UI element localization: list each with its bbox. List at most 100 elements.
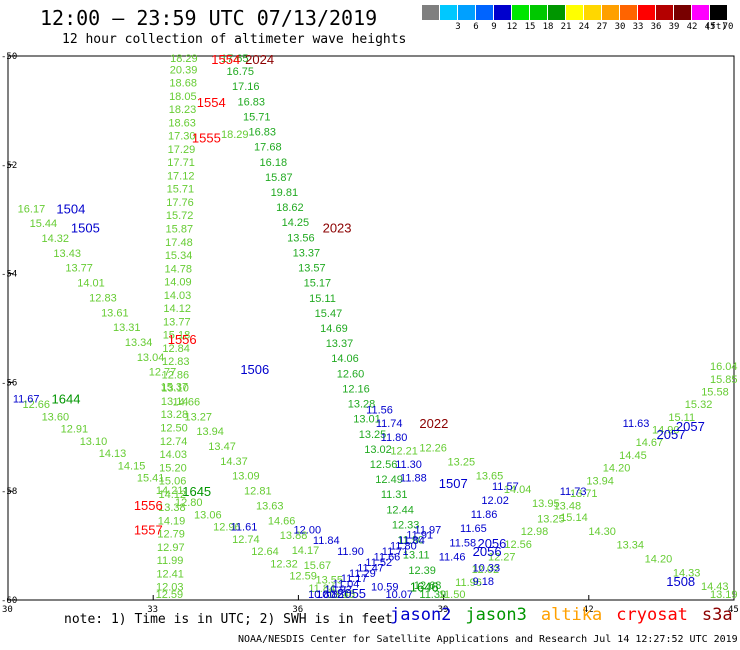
swh-value: 12.59 <box>289 571 317 583</box>
pass-time-label: 1505 <box>71 220 100 235</box>
swh-value: 10.07 <box>386 589 414 601</box>
legend-swatch <box>548 5 566 20</box>
swh-value: 17.29 <box>168 144 196 156</box>
swh-value: 13.65 <box>476 470 504 482</box>
swh-value: 15.58 <box>701 386 729 398</box>
swh-value: 15.44 <box>30 218 58 230</box>
swh-value: 16.17 <box>18 203 46 215</box>
swh-value: 16.18 <box>260 157 288 169</box>
legend-label: 30 <box>614 22 626 32</box>
swh-value: 14.33 <box>673 567 701 579</box>
swh-value: 14.19 <box>158 515 186 527</box>
swh-value: 12.02 <box>472 564 500 576</box>
swh-value: 17.48 <box>165 237 193 249</box>
swh-value: 11.65 <box>460 523 487 535</box>
legend-swatch <box>656 5 674 20</box>
swh-value: 13.25 <box>537 513 565 525</box>
swh-value: 11.66 <box>374 551 401 563</box>
swh-value: 13.25 <box>359 429 387 441</box>
swh-value: 18.05 <box>169 91 197 103</box>
swh-value: 13.14 <box>161 396 189 408</box>
legend-swatch <box>638 5 656 20</box>
legend-swatch <box>530 5 548 20</box>
swh-value: 15.11 <box>668 412 695 424</box>
legend-label: 18 <box>542 22 554 32</box>
swh-value: 12.68 <box>414 580 442 592</box>
swh-value: 16.75 <box>226 66 254 78</box>
legend-label: 21 <box>560 22 572 32</box>
swh-value: 12.16 <box>342 383 370 395</box>
satellite-name: cryosat <box>616 605 688 625</box>
swh-value: 11.50 <box>439 589 466 601</box>
pass-time-label: 1506 <box>240 362 269 377</box>
swh-value: 11.74 <box>376 418 403 430</box>
swh-value: 14.20 <box>603 463 631 475</box>
chart-subtitle: 12 hour collection of altimeter wave hei… <box>62 32 407 47</box>
swh-value: 11.90 <box>397 535 424 547</box>
swh-value: 12.03 <box>156 582 184 594</box>
x-tick-label: 33 <box>147 605 158 615</box>
swh-value: 17.12 <box>167 170 195 182</box>
swh-value: 15.41 <box>137 473 165 485</box>
swh-value: 17.65 <box>221 53 249 65</box>
swh-value: 12.21 <box>390 445 418 457</box>
swh-value: 13.37 <box>293 247 321 259</box>
swh-value: 11.56 <box>366 405 393 417</box>
swh-value: 12.66 <box>23 399 51 411</box>
swh-value: 14.20 <box>645 553 673 565</box>
swh-value: 9.18 <box>473 576 494 588</box>
swh-value: 15.11 <box>309 293 336 305</box>
legend-label: 36 <box>650 22 662 32</box>
swh-value: 18.62 <box>276 202 304 214</box>
swh-value: 14.01 <box>77 278 105 290</box>
swh-value: 14.04 <box>504 484 532 496</box>
satellite-name: jason2 <box>390 605 452 625</box>
swh-value: 12.77 <box>149 367 177 379</box>
swh-value: 12.26 <box>419 443 447 455</box>
swh-value: 11.90 <box>337 546 364 558</box>
swh-value: 13.77 <box>163 316 191 328</box>
swh-value: 15.32 <box>685 399 713 411</box>
satellite-name: s3a <box>701 605 733 625</box>
legend-label: 9 <box>491 22 497 32</box>
swh-value: 15.18 <box>163 330 191 342</box>
swh-value: 16.83 <box>249 127 277 139</box>
swh-value: 12.60 <box>337 368 365 380</box>
swh-value: 13.61 <box>101 307 129 319</box>
swh-value: 11.84 <box>313 535 340 547</box>
swh-value: 12.81 <box>244 486 272 498</box>
swh-value: 13.60 <box>42 411 70 423</box>
swh-value: 14.66 <box>173 396 201 408</box>
swh-value: 14.25 <box>282 217 310 229</box>
swh-value: 10.33 <box>473 562 501 574</box>
legend-swatch <box>440 5 458 20</box>
swh-value: 16.83 <box>237 96 265 108</box>
swh-value: 14.32 <box>42 233 70 245</box>
swh-value: 11.80 <box>381 432 408 444</box>
swh-value: 12.84 <box>162 343 190 355</box>
legend-swatch <box>422 5 440 20</box>
swh-value: 14.03 <box>164 290 192 302</box>
swh-value: 14.09 <box>164 277 192 289</box>
legend-swatch <box>710 5 728 20</box>
swh-value: 12.49 <box>375 474 403 486</box>
pass-time-label: 1556 <box>134 498 163 513</box>
x-tick-label: 36 <box>292 605 303 615</box>
pass-time-label: 1646 <box>410 579 439 594</box>
swh-value: 15.71 <box>243 111 271 123</box>
swh-value: 10.85 <box>316 589 344 601</box>
swh-value: 12.59 <box>156 589 184 601</box>
swh-value: 17.71 <box>167 157 195 169</box>
y-tick-label: -52 <box>1 161 17 171</box>
swh-value: 13.06 <box>194 509 222 521</box>
swh-value: 13.34 <box>617 540 645 552</box>
legend-swatch <box>458 5 476 20</box>
legend-label: 45 <box>704 22 716 32</box>
swh-value: 13.10 <box>161 383 189 395</box>
swh-value: 13.01 <box>353 414 381 426</box>
swh-value: 14.03 <box>160 449 188 461</box>
swh-value: 11.97 <box>415 524 442 536</box>
swh-value: 11.30 <box>395 459 422 471</box>
swh-value: 11.63 <box>623 418 650 430</box>
